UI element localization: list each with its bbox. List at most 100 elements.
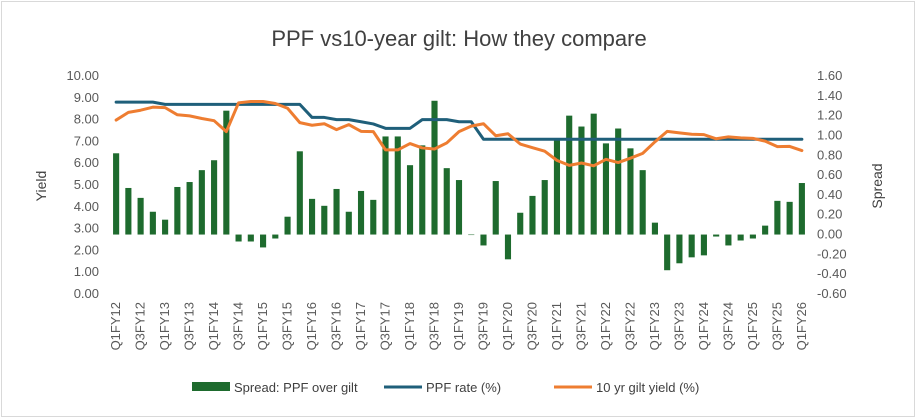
left-tick-label: 7.00: [74, 133, 99, 148]
chart-legend: Spread: PPF over gilt PPF rate (%) 10 yr g…: [192, 380, 699, 395]
spread-bar: [149, 211, 156, 235]
right-tick-label: -0.60: [817, 286, 847, 301]
spread-bar: [566, 115, 573, 235]
spread-bar: [443, 168, 450, 235]
x-tick-label: Q1FY25: [745, 302, 760, 350]
spread-bar: [786, 201, 793, 235]
x-tick-label: Q1FY15: [255, 302, 270, 350]
x-tick-label: Q1FY17: [353, 302, 368, 350]
spread-bar: [468, 234, 475, 236]
spread-bar: [198, 170, 205, 235]
left-tick-label: 0.00: [74, 286, 99, 301]
x-tick-label: Q3FY18: [427, 302, 442, 350]
right-tick-label: 0.60: [817, 167, 842, 182]
spread-bar: [737, 234, 744, 241]
spread-bar: [774, 200, 781, 235]
spread-bar: [688, 234, 695, 258]
x-tick-label: Q3FY21: [573, 302, 588, 350]
spread-bar: [394, 136, 401, 235]
left-tick-label: 4.00: [74, 199, 99, 214]
right-axis-title: Spread: [869, 163, 885, 208]
right-tick-label: 1.60: [817, 68, 842, 83]
x-tick-label: Q1FY20: [500, 302, 515, 350]
spread-bar: [333, 188, 340, 235]
spread-bar: [211, 160, 218, 235]
left-tick-label: 1.00: [74, 264, 99, 279]
spread-bar: [272, 234, 279, 239]
x-tick-label: Q1FY19: [451, 302, 466, 350]
x-tick-label: Q3FY23: [671, 302, 686, 350]
spread-bar: [700, 234, 707, 256]
x-axis-ticks: Q1FY12 Q3FY12 Q1FY13 Q3FY13 Q1FY14 Q3FY14 Q1FY…: [108, 302, 809, 350]
spread-bar: [627, 148, 634, 235]
spread-bar: [651, 222, 658, 235]
x-tick-label: Q3FY12: [133, 302, 148, 350]
right-tick-label: -0.20: [817, 246, 847, 261]
x-tick-label: Q3FY14: [231, 302, 246, 350]
spread-bar: [639, 170, 646, 235]
legend-label: 10 yr gilt yield (%): [596, 380, 699, 395]
left-tick-label: 9.00: [74, 90, 99, 105]
right-tick-label: 0.20: [817, 207, 842, 222]
x-tick-label: Q1FY24: [696, 302, 711, 350]
spread-bar: [492, 181, 499, 235]
spread-bar: [419, 145, 426, 235]
x-tick-label: Q1FY13: [157, 302, 172, 350]
spread-bar: [370, 199, 377, 235]
spread-bar: [602, 143, 610, 235]
x-tick-label: Q1FY22: [598, 302, 613, 350]
spread-bar: [798, 183, 805, 235]
spread-bar: [725, 234, 732, 246]
x-tick-label: Q3FY13: [182, 302, 197, 350]
spread-bar: [174, 186, 181, 235]
x-tick-label: Q1FY14: [206, 302, 221, 350]
spread-bar: [223, 110, 230, 235]
spread-bar: [541, 180, 548, 235]
x-tick-label: Q3FY20: [524, 302, 539, 350]
left-tick-label: 2.00: [74, 242, 99, 257]
spread-bar: [517, 212, 524, 235]
right-tick-label: 1.40: [817, 88, 842, 103]
spread-bar: [382, 136, 389, 235]
x-tick-label: Q3FY25: [769, 302, 784, 350]
left-tick-label: 10.00: [66, 68, 99, 83]
spread-bar: [529, 195, 536, 235]
spread-bar: [553, 138, 561, 235]
x-tick-label: Q3FY15: [280, 302, 295, 350]
spread-bar: [260, 234, 267, 248]
x-tick-label: Q3FY24: [720, 302, 735, 350]
spread-bar: [308, 198, 316, 235]
spread-bar: [284, 216, 291, 235]
x-tick-label: Q3FY16: [329, 302, 344, 350]
ppf-rate-line: [114, 100, 804, 141]
spread-bar: [504, 234, 512, 260]
spread-bar: [357, 190, 365, 235]
spread-bar: [247, 234, 254, 242]
spread-bars: [113, 100, 805, 271]
right-axis-ticks: -0.60 -0.40 -0.20 0.00 0.20 0.40 0.60 0.80 1.00 1…: [817, 68, 847, 301]
spread-bar: [406, 165, 414, 235]
spread-bar: [713, 234, 720, 237]
x-tick-label: Q1FY23: [647, 302, 662, 350]
spread-bar: [590, 113, 597, 235]
spread-bar: [113, 153, 120, 235]
spread-bar: [345, 211, 352, 235]
spread-bar: [480, 234, 487, 246]
right-tick-label: 1.00: [817, 127, 842, 142]
x-tick-label: Q3FY19: [475, 302, 490, 350]
legend-label: Spread: PPF over gilt: [234, 380, 358, 395]
x-tick-label: Q1FY26: [794, 302, 809, 350]
spread-bar: [676, 234, 683, 264]
legend-label: PPF rate (%): [426, 380, 501, 395]
left-axis-title: Yield: [33, 171, 49, 202]
line-series: [114, 100, 804, 168]
right-tick-label: -0.40: [817, 266, 847, 281]
spread-bar: [186, 182, 193, 235]
spread-bar: [762, 225, 769, 235]
right-tick-label: 0.40: [817, 187, 842, 202]
right-tick-label: 1.20: [817, 108, 842, 123]
x-tick-label: Q1FY21: [549, 302, 564, 350]
right-tick-label: 0.00: [817, 227, 842, 242]
